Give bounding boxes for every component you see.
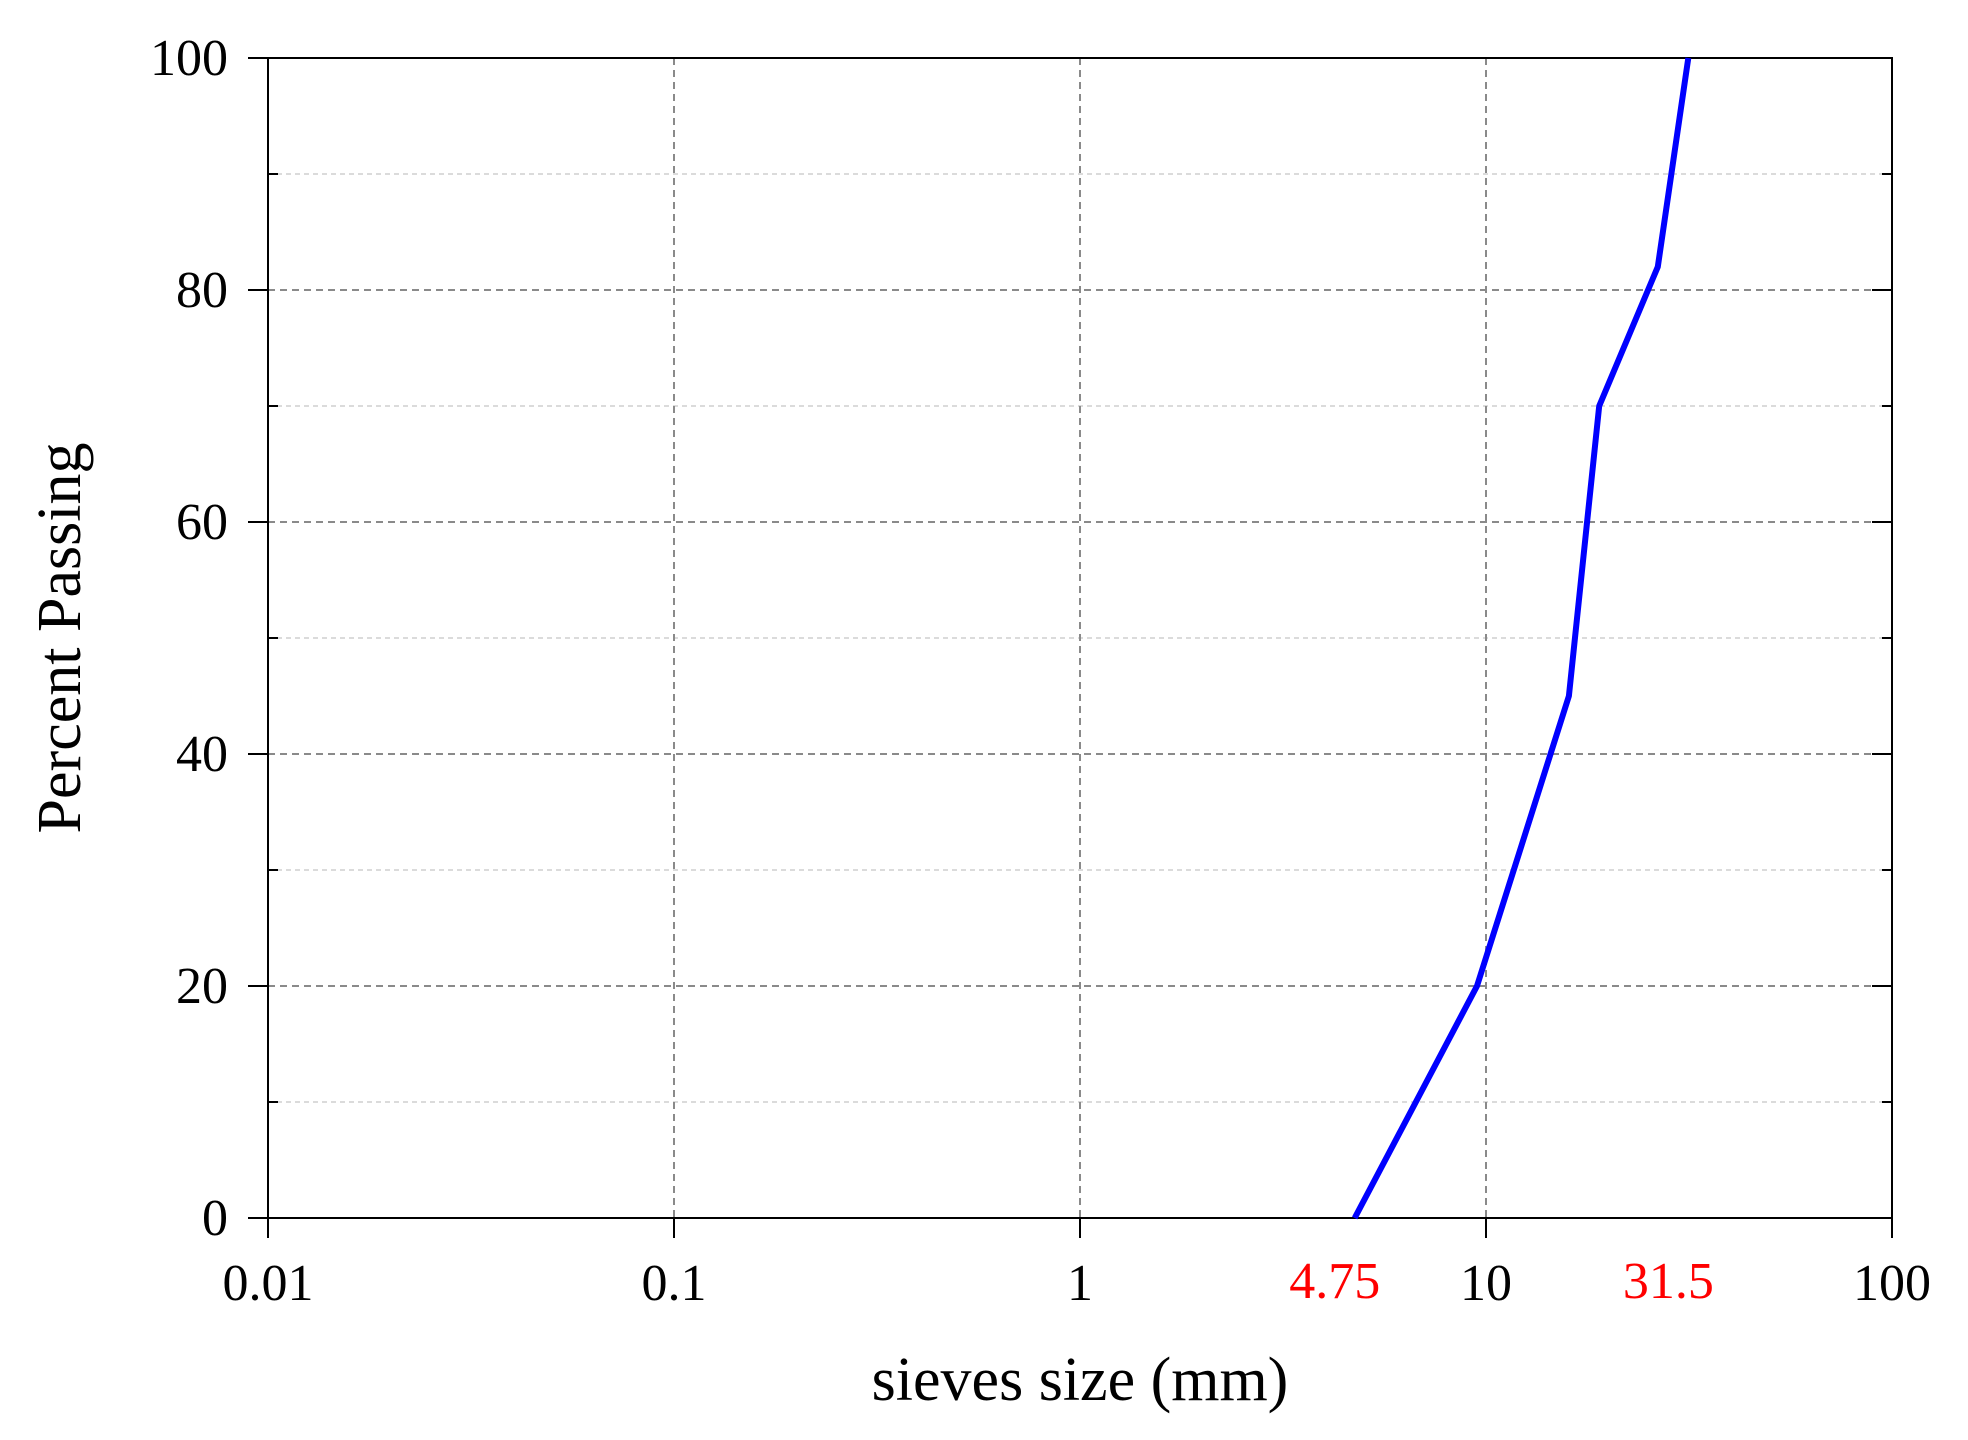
x-tick-label: 0.01 bbox=[223, 1255, 314, 1312]
y-tick-label: 0 bbox=[202, 1190, 228, 1247]
x-tick-labels: 0.01 0.1 1 10 100 bbox=[223, 1255, 1932, 1312]
x-tick-label: 10 bbox=[1460, 1255, 1512, 1312]
x-annotation-label: 31.5 bbox=[1623, 1253, 1714, 1310]
y-tick-label: 20 bbox=[176, 958, 228, 1015]
x-tick-label: 1 bbox=[1067, 1255, 1093, 1312]
axis-ticks bbox=[248, 57, 1893, 1238]
y-tick-label: 80 bbox=[176, 262, 228, 319]
series-group bbox=[1352, 57, 1692, 1220]
y-tick-label: 60 bbox=[176, 494, 228, 551]
x-annotation-label: 4.75 bbox=[1289, 1253, 1380, 1310]
y-tick-labels: 0 20 40 60 80 100 bbox=[150, 30, 228, 1247]
y-tick-label: 100 bbox=[150, 30, 228, 87]
y-tick-label: 40 bbox=[176, 726, 228, 783]
x-tick-label: 100 bbox=[1853, 1255, 1931, 1312]
x-axis-title: sieves size (mm) bbox=[872, 1346, 1289, 1414]
annotations: 4.75 31.5 bbox=[1289, 1253, 1714, 1310]
y-axis-title: Percent Passing bbox=[26, 443, 94, 834]
major-grid-lines bbox=[268, 58, 1892, 1218]
series-line bbox=[1352, 57, 1692, 1220]
x-tick-label: 0.1 bbox=[642, 1255, 707, 1312]
